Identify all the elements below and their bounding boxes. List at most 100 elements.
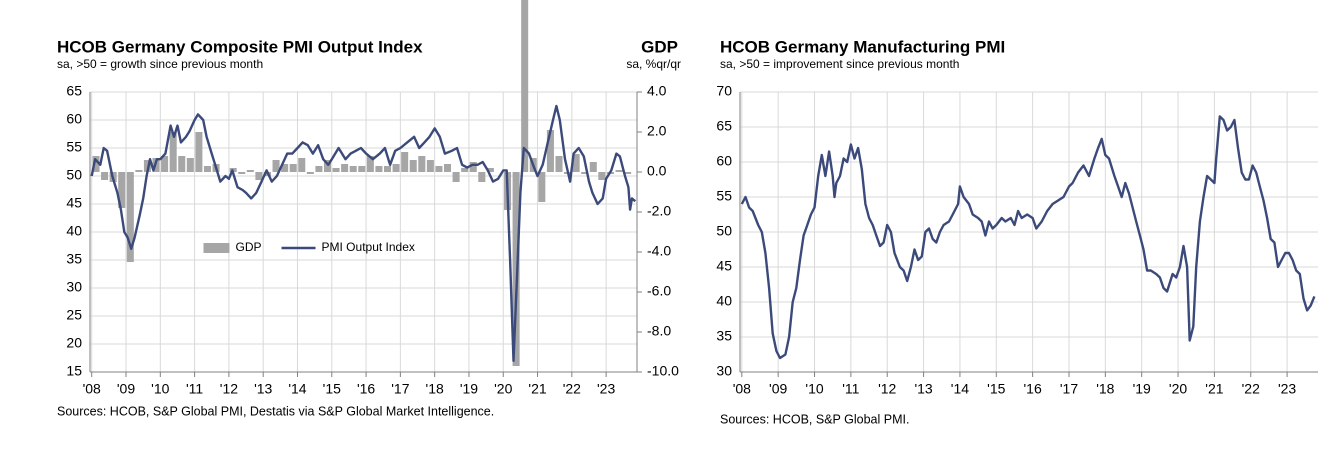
y-tick-label: 60 — [66, 111, 82, 127]
bar — [178, 156, 186, 172]
bar — [169, 132, 177, 172]
x-tick-label: '13 — [254, 381, 272, 397]
bar — [383, 166, 392, 172]
line — [90, 104, 637, 362]
x-tick-label: '09 — [769, 381, 787, 397]
bar — [478, 172, 486, 182]
y2-tick-label: 4.0 — [647, 83, 667, 99]
bar — [366, 156, 374, 172]
y-tick-label: 40 — [66, 223, 82, 239]
bar — [409, 160, 417, 172]
y2-tick-label: -8.0 — [647, 323, 671, 339]
x-tick-label: '23 — [597, 381, 615, 397]
bar — [281, 164, 289, 172]
y-tick-label: 35 — [66, 251, 82, 267]
y2-tick-label: 2.0 — [647, 123, 667, 139]
bar — [118, 172, 126, 208]
x-tick-label: '16 — [357, 381, 375, 397]
bar — [306, 172, 314, 174]
y-tick-label: 55 — [66, 139, 82, 155]
x-tick-label: '18 — [426, 381, 444, 397]
bar — [435, 166, 443, 172]
bar — [418, 156, 426, 172]
x-tick-label: '17 — [1060, 381, 1078, 397]
y-tick-label: 15 — [66, 363, 82, 379]
y-tick-label: 65 — [716, 118, 732, 134]
x-tick-label: '16 — [1024, 381, 1042, 397]
y2-tick-label: -4.0 — [647, 243, 671, 259]
bar — [444, 164, 452, 172]
bar — [246, 170, 254, 172]
bar — [195, 132, 203, 172]
x-tick-label: '14 — [951, 381, 969, 397]
bar — [452, 172, 460, 182]
y-tick-label: 50 — [716, 223, 732, 239]
bar — [298, 158, 306, 172]
y2-tick-label: -6.0 — [647, 283, 671, 299]
bar — [126, 172, 134, 262]
y-tick-label: 25 — [66, 307, 82, 323]
bar — [512, 172, 520, 366]
y2-tick-label: 0.0 — [647, 163, 667, 179]
x-tick-label: '15 — [323, 381, 341, 397]
y-tick-label: 20 — [66, 335, 82, 351]
bar — [598, 172, 606, 180]
y-tick-label: 60 — [716, 153, 732, 169]
x-tick-label: '13 — [914, 381, 932, 397]
y-tick-label: 65 — [66, 83, 82, 99]
bar — [375, 166, 383, 172]
chart-subtitle: sa, >50 = growth since previous month — [57, 57, 263, 71]
chart-title: HCOB Germany Manufacturing PMI — [720, 37, 1005, 56]
y-tick-label: 30 — [716, 363, 732, 379]
y2-title: GDP — [641, 37, 678, 56]
bar — [92, 156, 100, 172]
y2-tick-label: -10.0 — [647, 363, 679, 379]
y-tick-label: 30 — [66, 279, 82, 295]
x-tick-label: '20 — [1169, 381, 1187, 397]
x-tick-label: '12 — [220, 381, 238, 397]
y2-subtitle: sa, %qr/qr — [626, 57, 681, 71]
x-tick-label: '10 — [151, 381, 169, 397]
y-tick-label: 35 — [716, 328, 732, 344]
x-tick-label: '08 — [83, 381, 101, 397]
x-tick-label: '23 — [1278, 381, 1296, 397]
y-tick-label: 50 — [66, 167, 82, 183]
source-note: Sources: HCOB, S&P Global PMI, Destatis … — [57, 404, 494, 418]
bar — [203, 166, 211, 172]
chart-title: HCOB Germany Composite PMI Output Index — [57, 37, 423, 56]
bar — [589, 162, 597, 172]
x-tick-label: '19 — [1133, 381, 1151, 397]
x-tick-label: '10 — [805, 381, 823, 397]
bar — [358, 166, 366, 172]
x-tick-label: '21 — [1205, 381, 1223, 397]
x-tick-label: '19 — [460, 381, 478, 397]
bar — [461, 168, 469, 172]
x-tick-label: '11 — [842, 381, 859, 397]
y2-tick-label: -2.0 — [647, 203, 671, 219]
bar — [101, 172, 109, 180]
x-tick-label: '22 — [1242, 381, 1260, 397]
bar — [572, 154, 580, 172]
bar — [323, 160, 332, 172]
x-tick-label: '09 — [117, 381, 135, 397]
bar — [521, 0, 529, 172]
bar — [315, 166, 323, 172]
source-note: Sources: HCOB, S&P Global PMI. — [720, 412, 909, 426]
legend-label: GDP — [236, 240, 262, 254]
bar — [332, 168, 340, 172]
bar — [486, 168, 494, 172]
y-tick-label: 55 — [716, 188, 732, 204]
bar — [186, 158, 194, 172]
bar — [401, 152, 409, 172]
bar — [624, 172, 632, 174]
bar — [238, 172, 246, 174]
bar — [581, 172, 589, 174]
legend-label: PMI Output Index — [322, 240, 415, 254]
bar — [341, 164, 349, 172]
x-tick-label: '17 — [391, 381, 409, 397]
y-tick-label: 70 — [716, 83, 732, 99]
bar — [615, 170, 623, 172]
bar — [272, 160, 280, 172]
x-tick-label: '18 — [1096, 381, 1114, 397]
